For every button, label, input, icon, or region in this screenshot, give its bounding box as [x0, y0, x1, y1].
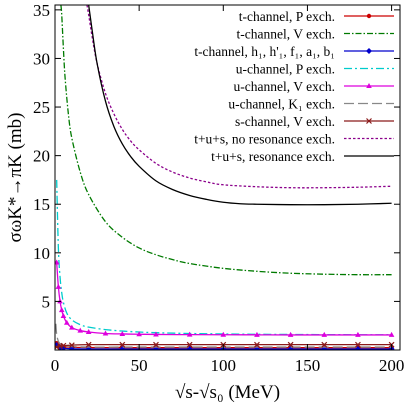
legend: t-channel, P exch. t-channel, V exch. t-ch… — [194, 9, 394, 164]
x-axis-label: √s-√s₀ (MeV) — [175, 382, 280, 403]
legend-entry: t-channel, h₁, h'₁, f₁, a₁, b₁ — [194, 44, 394, 59]
series-6 — [55, 323, 392, 348]
series-6-line — [55, 323, 392, 348]
x-tick-label: 100 — [211, 356, 237, 375]
series-7-point — [119, 341, 126, 348]
series-5-point — [136, 331, 142, 337]
series-3-point — [186, 346, 193, 350]
series-3 — [55, 342, 395, 350]
series-3-point — [85, 346, 92, 350]
y-tick-label: 5 — [42, 292, 51, 311]
series-7-point — [355, 341, 361, 348]
legend-marker — [366, 13, 372, 19]
series-9-line — [88, 5, 392, 206]
series-5-point — [55, 259, 60, 265]
series-4-line — [56, 179, 392, 336]
legend-marker — [366, 48, 372, 54]
series-7-point — [60, 342, 67, 349]
series-5-point — [119, 330, 126, 336]
y-axis-label: σωK*→πK (mb) — [5, 113, 26, 243]
y-tick-label: 10 — [33, 244, 50, 263]
legend-entry: t-channel, V exch. — [237, 27, 394, 42]
series-7-point — [254, 341, 260, 348]
legend-entry: t+u+s, no resonance exch. — [194, 132, 394, 147]
series-5-point — [153, 331, 159, 337]
series-5-point — [321, 331, 328, 337]
y-tick-label: 30 — [33, 49, 50, 68]
legend-entry: t-channel, P exch. — [239, 9, 394, 24]
x-tick-label: 50 — [131, 356, 148, 375]
series-5-point — [254, 331, 260, 337]
legend-marker — [366, 118, 372, 124]
y-tick-label: 20 — [33, 147, 50, 166]
legend-label: s-channel, V exch. — [235, 114, 335, 129]
series-5-point — [102, 330, 109, 336]
ticks-layer: 0 50 100 150 200 5 10 15 20 25 30 35 — [33, 1, 404, 375]
series-5-point — [85, 329, 92, 335]
series-3-point — [321, 346, 328, 350]
legend-label: t-channel, V exch. — [237, 27, 335, 42]
series-3-point — [152, 346, 159, 350]
legend-label: u-channel, P exch. — [236, 62, 335, 77]
legend-entry: u-channel, K₁ exch. — [228, 97, 394, 112]
legend-label: t+u+s, no resonance exch. — [194, 132, 335, 147]
series-7-point — [186, 341, 193, 348]
series-4 — [56, 179, 392, 336]
series-5-point — [220, 331, 227, 337]
series-3-point — [287, 346, 294, 350]
y-tick-label: 25 — [33, 98, 50, 117]
x-tick-label: 200 — [379, 356, 405, 375]
series-5-point — [55, 283, 62, 289]
plot-frame — [54, 4, 401, 351]
legend-entry: t+u+s, resonance exch. — [211, 149, 394, 164]
series-5-point — [60, 312, 67, 318]
series-7-point — [321, 341, 328, 348]
series-5 — [55, 259, 395, 337]
legend-entry: u-channel, V exch. — [234, 79, 394, 94]
x-tick-label: 150 — [295, 356, 321, 375]
legend-label: t+u+s, resonance exch. — [211, 149, 335, 164]
series-5-point — [355, 331, 361, 337]
legend-entry: s-channel, V exch. — [235, 114, 394, 129]
series-7-point — [287, 341, 294, 348]
series-9 — [88, 5, 392, 206]
series-2 — [60, 5, 392, 276]
series-5-point — [287, 331, 294, 337]
series-7-point — [68, 342, 75, 349]
y-tick-label: 35 — [33, 1, 50, 20]
legend-label: t-channel, h₁, h'₁, f₁, a₁, b₁ — [194, 44, 335, 59]
series-3-point — [253, 346, 260, 350]
series-7 — [55, 341, 395, 350]
legend-label: u-channel, K₁ exch. — [228, 97, 335, 112]
series-5-point — [63, 319, 70, 325]
series-3-point — [68, 345, 75, 350]
series-5-point — [69, 324, 75, 330]
series-5-point — [388, 331, 395, 337]
y-tick-label: 15 — [33, 195, 50, 214]
series-3-point — [354, 346, 361, 350]
series-7-point — [153, 341, 159, 348]
series-7-point — [85, 341, 92, 348]
legend-label: t-channel, P exch. — [239, 9, 335, 24]
series-5-point — [77, 327, 84, 333]
x-tick-label: 0 — [51, 356, 60, 375]
series-3-point — [119, 346, 126, 350]
series-5-point — [58, 307, 65, 313]
legend-marker — [366, 83, 372, 88]
series-5-point — [186, 331, 193, 337]
legend-entry: u-channel, P exch. — [236, 62, 394, 77]
series-5-line — [56, 262, 392, 336]
legend-label: u-channel, V exch. — [234, 79, 335, 94]
series-2-line — [60, 5, 392, 276]
